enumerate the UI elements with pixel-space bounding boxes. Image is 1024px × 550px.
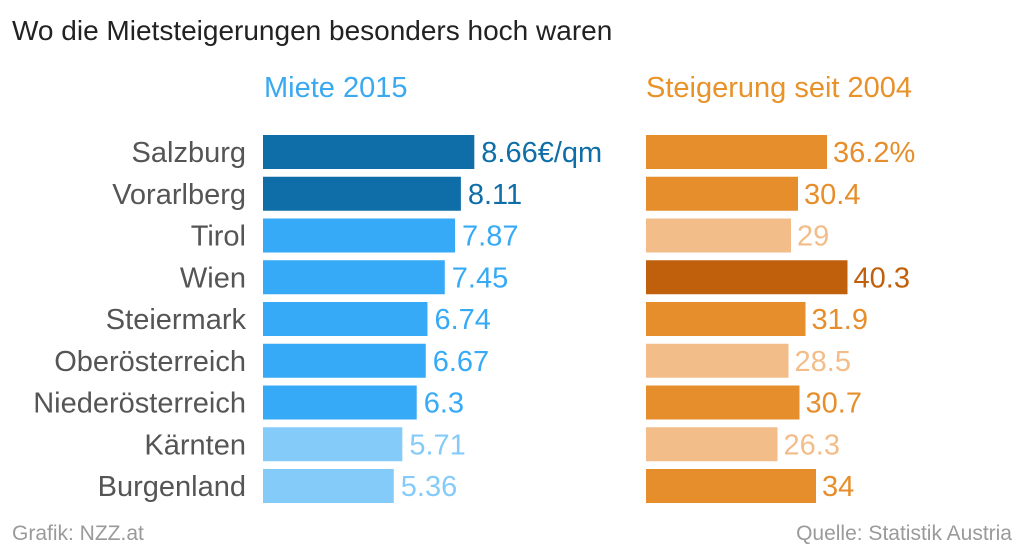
category-label-niederoesterreich: Niederösterreich [33,388,246,420]
bar-miete-vorarlberg [263,176,461,211]
bar-steigerung-vorarlberg [646,176,798,211]
bar-steigerung-niederoesterreich [646,385,800,420]
value-label-miete-wien: 7.45 [452,262,508,294]
bar-miete-kaernten [263,427,403,462]
value-label-steigerung-kaernten: 26.3 [784,429,840,461]
value-label-steigerung-burgenland: 34 [822,471,854,503]
category-label-kaernten: Kärnten [144,429,246,461]
bar-steigerung-salzburg [646,135,827,169]
category-label-burgenland: Burgenland [98,471,246,503]
bar-steigerung-kaernten [646,427,778,462]
bar-miete-niederoesterreich [263,385,417,420]
value-label-miete-salzburg: 8.66€/qm [481,137,602,169]
footer-source: Quelle: Statistik Austria [796,522,1012,545]
value-label-miete-vorarlberg: 8.11 [468,179,522,211]
value-label-miete-niederoesterreich: 6.3 [424,388,464,420]
value-label-miete-steiermark: 6.74 [434,304,490,336]
value-label-miete-tirol: 7.87 [462,221,518,253]
bar-steigerung-wien [646,260,848,295]
chart-rows: Salzburg 8.66€/qm 36.2% Vorarlberg 8.11 30.4 T… [33,135,915,503]
footer-credit: Grafik: NZZ.at [12,522,144,545]
category-label-vorarlberg: Vorarlberg [112,179,246,211]
chart-title: Wo die Mietsteigerungen besonders hoch w… [12,15,612,46]
value-label-steigerung-oberoesterreich: 28.5 [795,346,851,378]
value-label-steigerung-steiermark: 31.9 [812,304,868,336]
value-label-miete-burgenland: 5.36 [401,471,457,503]
bar-steigerung-steiermark [646,302,806,336]
series-header-steigerung: Steigerung seit 2004 [646,72,912,104]
category-label-oberoesterreich: Oberösterreich [54,346,246,378]
bar-steigerung-oberoesterreich [646,343,789,378]
category-label-tirol: Tirol [191,221,246,253]
value-label-miete-kaernten: 5.71 [409,429,465,461]
category-label-wien: Wien [180,262,246,294]
bar-steigerung-burgenland [646,469,816,503]
series-header-miete: Miete 2015 [264,72,408,104]
bar-miete-salzburg [263,135,475,169]
bar-miete-wien [263,260,445,295]
bar-miete-steiermark [263,302,428,336]
bar-miete-tirol [263,218,456,253]
category-label-steiermark: Steiermark [106,304,247,336]
value-label-steigerung-niederoesterreich: 30.7 [806,388,862,420]
value-label-steigerung-tirol: 29 [797,221,829,253]
value-label-steigerung-vorarlberg: 30.4 [804,179,860,211]
bar-steigerung-tirol [646,218,791,253]
bar-miete-burgenland [263,469,394,503]
category-label-salzburg: Salzburg [132,137,246,169]
value-label-steigerung-salzburg: 36.2% [833,137,915,169]
value-label-miete-oberoesterreich: 6.67 [433,346,489,378]
bar-miete-oberoesterreich [263,343,426,378]
value-label-steigerung-wien: 40.3 [854,262,910,294]
